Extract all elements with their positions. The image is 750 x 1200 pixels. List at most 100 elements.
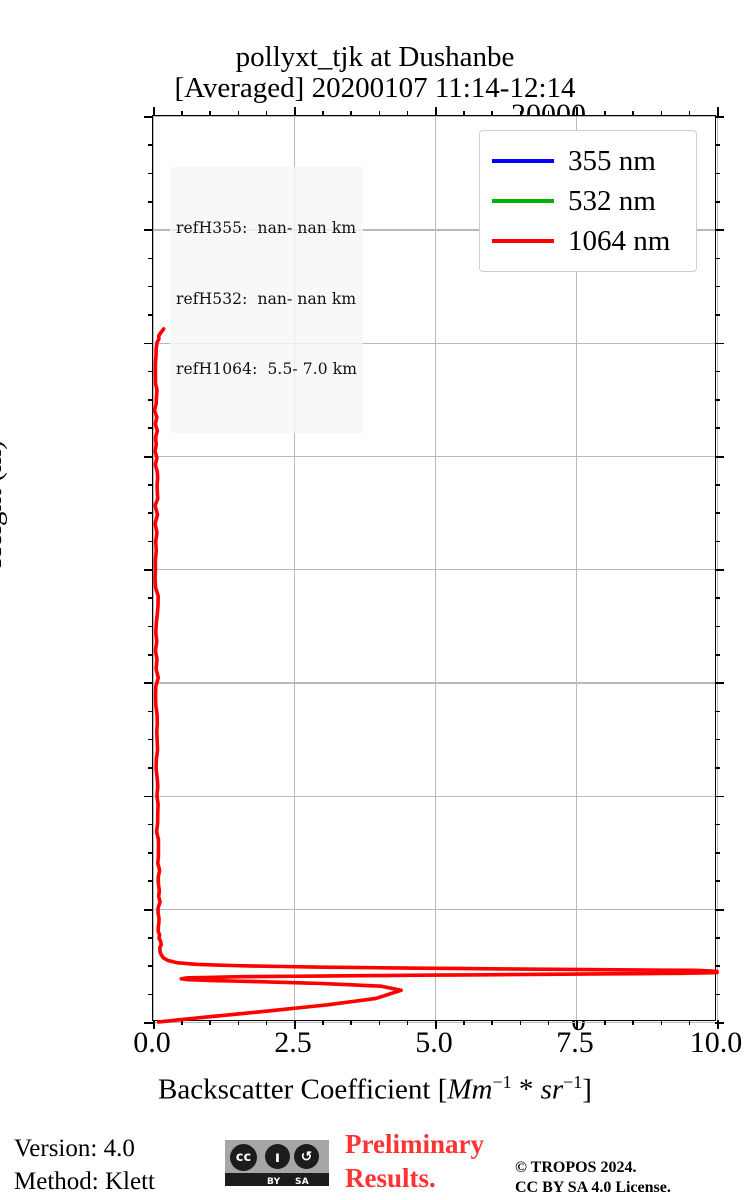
y-tick-minor-left xyxy=(148,937,153,939)
gridline-horizontal xyxy=(153,908,715,911)
copyright-line-2: CC BY SA 4.0 License. xyxy=(515,1179,671,1197)
x-tick-major-top xyxy=(576,107,578,116)
x-tick-minor-bottom xyxy=(519,1020,522,1025)
annotation-refh355: refH355: nan- nan km xyxy=(176,219,357,238)
annotation-refh1064: refH1064: 5.5- 7.0 km xyxy=(176,360,358,379)
y-tick-minor-left xyxy=(148,172,153,175)
legend-label-532: 532 nm xyxy=(568,184,656,217)
y-tick-minor-right xyxy=(715,625,720,628)
gridline-horizontal xyxy=(153,455,715,458)
preliminary-line-1: Preliminary xyxy=(345,1129,484,1159)
x-tick-minor-top xyxy=(406,111,409,116)
x-tick-minor-bottom xyxy=(688,1020,691,1025)
y-tick-major-right xyxy=(715,682,724,685)
copyright-notice: © TROPOS 2024. CC BY SA 4.0 License. xyxy=(515,1158,671,1199)
copyright-line-1: © TROPOS 2024. xyxy=(515,1159,637,1176)
legend-label-355: 355 nm xyxy=(568,144,656,177)
preliminary-line-2: Results. xyxy=(345,1162,436,1193)
x-tick-major-top xyxy=(435,107,437,116)
y-tick-minor-left xyxy=(148,852,153,854)
y-tick-minor-right xyxy=(715,257,720,260)
x-tick-major-bottom xyxy=(576,1020,578,1029)
x-tick-major-top xyxy=(717,107,719,116)
y-tick-minor-left xyxy=(148,823,153,826)
y-tick-minor-right xyxy=(715,314,720,316)
y-tick-major-left xyxy=(144,569,153,571)
x-tick-minor-top xyxy=(604,111,606,116)
x-tick-minor-top xyxy=(632,111,634,116)
y-tick-minor-right xyxy=(715,710,720,713)
x-tick-minor-top xyxy=(660,111,663,116)
y-tick-minor-left xyxy=(148,993,153,996)
y-tick-minor-right xyxy=(715,484,720,486)
x-tick-minor-bottom xyxy=(209,1020,211,1025)
cc-sa-label: SA xyxy=(295,1176,310,1187)
legend-box: 355 nm 532 nm 1064 nm xyxy=(479,130,697,272)
y-tick-minor-left xyxy=(148,144,153,146)
data-curves xyxy=(152,327,719,1024)
x-tick-label: 0.0 xyxy=(133,1026,171,1059)
legend-item-355[interactable]: 355 nm xyxy=(492,141,684,181)
version-method-block: Version: 4.0 Method: Klett xyxy=(14,1132,155,1198)
x-tick-minor-bottom xyxy=(322,1020,324,1025)
y-tick-major-right xyxy=(715,569,724,571)
y-tick-major-right xyxy=(715,455,724,458)
y-tick-minor-left xyxy=(148,285,153,288)
y-axis-title: Height (m) xyxy=(0,439,8,568)
y-tick-minor-left xyxy=(148,314,153,316)
x-tick-label: 7.5 xyxy=(556,1026,594,1059)
x-axis-separator: * xyxy=(511,1073,541,1106)
creative-commons-icon: cc ı ↺ BY SA xyxy=(225,1140,329,1187)
y-tick-major-right xyxy=(715,795,724,798)
cc-logo-icon: cc xyxy=(230,1144,257,1171)
title-line-1: pollyxt_tjk at Dushanbe xyxy=(235,41,515,73)
y-tick-major-right xyxy=(715,229,724,232)
y-tick-major-left xyxy=(144,682,153,685)
gridline-horizontal xyxy=(153,1022,715,1024)
x-tick-minor-bottom xyxy=(181,1020,183,1025)
y-tick-minor-right xyxy=(715,823,720,826)
annotation-refh532: refH532: nan- nan km xyxy=(176,289,357,308)
y-tick-minor-right xyxy=(715,200,720,203)
x-tick-minor-bottom xyxy=(237,1020,240,1025)
gridline-horizontal xyxy=(153,569,715,571)
legend-swatch-355 xyxy=(492,158,554,164)
y-tick-major-right xyxy=(715,1022,724,1024)
y-tick-minor-left xyxy=(148,767,153,769)
cc-sa-icon: ↺ xyxy=(294,1144,319,1169)
y-tick-minor-right xyxy=(715,937,720,939)
x-axis-unit-sr: sr xyxy=(540,1073,564,1106)
gridline-vertical xyxy=(435,116,437,1020)
x-axis-exp-mm: −1 xyxy=(492,1072,512,1092)
y-tick-minor-right xyxy=(715,512,720,514)
legend-item-532[interactable]: 532 nm xyxy=(492,181,684,221)
x-tick-major-bottom xyxy=(717,1020,719,1029)
y-tick-minor-left xyxy=(148,738,153,741)
y-tick-minor-left xyxy=(148,880,153,883)
legend-item-1064[interactable]: 1064 nm xyxy=(492,221,684,261)
gridline-horizontal xyxy=(153,229,715,231)
y-tick-major-left xyxy=(144,455,153,458)
y-tick-minor-left xyxy=(148,710,153,713)
x-tick-label: 2.5 xyxy=(274,1026,312,1059)
chart-title: pollyxt_tjk at Dushanbe [Averaged] 20200… xyxy=(0,41,750,105)
y-tick-minor-right xyxy=(715,767,720,769)
y-tick-minor-right xyxy=(715,172,720,175)
legend-swatch-532 xyxy=(492,198,554,204)
x-tick-major-top xyxy=(294,107,296,116)
y-tick-minor-left xyxy=(148,965,153,967)
y-tick-minor-left xyxy=(148,200,153,203)
x-tick-minor-bottom xyxy=(265,1020,268,1025)
x-tick-minor-top xyxy=(688,111,691,116)
y-tick-minor-left xyxy=(148,597,153,599)
x-tick-minor-top xyxy=(265,111,268,116)
y-tick-minor-right xyxy=(715,427,720,430)
x-tick-major-bottom xyxy=(294,1020,296,1029)
x-axis-title-suffix: ] xyxy=(582,1073,592,1106)
x-tick-minor-bottom xyxy=(378,1020,381,1025)
x-tick-minor-bottom xyxy=(660,1020,663,1025)
y-tick-major-right xyxy=(715,116,724,118)
y-tick-minor-right xyxy=(715,285,720,288)
gridline-horizontal xyxy=(153,682,715,684)
y-tick-minor-left xyxy=(148,653,153,656)
